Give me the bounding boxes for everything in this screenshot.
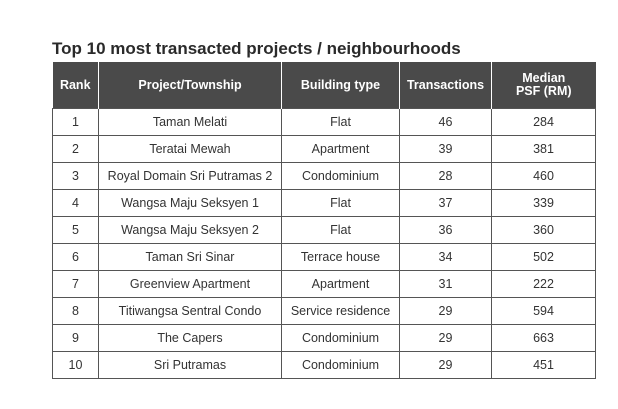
cell-transactions: 46: [399, 108, 492, 136]
cell-transactions: 37: [399, 189, 492, 217]
cell-building-type: Terrace house: [281, 243, 400, 271]
cell-rank: 10: [52, 351, 99, 379]
column-header-median-psf: Median PSF (RM): [491, 62, 596, 109]
cell-building-type: Flat: [281, 216, 400, 244]
table-row: 6 Taman Sri Sinar Terrace house 34 502: [52, 243, 596, 271]
cell-project: Taman Melati: [98, 108, 282, 136]
cell-building-type: Apartment: [281, 270, 400, 298]
cell-rank: 6: [52, 243, 99, 271]
table-row: 1 Taman Melati Flat 46 284: [52, 108, 596, 136]
cell-rank: 1: [52, 108, 99, 136]
cell-median-psf: 451: [491, 351, 596, 379]
column-header-transactions: Transactions: [399, 62, 492, 109]
table-row: 3 Royal Domain Sri Putramas 2 Condominiu…: [52, 162, 596, 190]
header-row: Rank Project/Township Building type Tran…: [52, 62, 596, 109]
table-body: 1 Taman Melati Flat 46 284 2 Teratai Mew…: [52, 108, 596, 379]
cell-median-psf: 663: [491, 324, 596, 352]
column-header-building-type: Building type: [281, 62, 400, 109]
cell-rank: 9: [52, 324, 99, 352]
cell-median-psf: 460: [491, 162, 596, 190]
cell-transactions: 39: [399, 135, 492, 163]
cell-project: Teratai Mewah: [98, 135, 282, 163]
cell-building-type: Condominium: [281, 351, 400, 379]
cell-median-psf: 339: [491, 189, 596, 217]
cell-rank: 8: [52, 297, 99, 325]
cell-median-psf: 360: [491, 216, 596, 244]
table-row: 4 Wangsa Maju Seksyen 1 Flat 37 339: [52, 189, 596, 217]
cell-project: Wangsa Maju Seksyen 1: [98, 189, 282, 217]
transactions-table: Rank Project/Township Building type Tran…: [52, 62, 596, 379]
cell-median-psf: 502: [491, 243, 596, 271]
cell-rank: 2: [52, 135, 99, 163]
table-row: 5 Wangsa Maju Seksyen 2 Flat 36 360: [52, 216, 596, 244]
table-title: Top 10 most transacted projects / neighb…: [52, 39, 461, 58]
cell-project: Sri Putramas: [98, 351, 282, 379]
cell-building-type: Flat: [281, 108, 400, 136]
cell-transactions: 29: [399, 324, 492, 352]
cell-transactions: 34: [399, 243, 492, 271]
column-header-rank: Rank: [52, 62, 99, 109]
cell-project: The Capers: [98, 324, 282, 352]
cell-median-psf: 594: [491, 297, 596, 325]
cell-transactions: 31: [399, 270, 492, 298]
table-row: 9 The Capers Condominium 29 663: [52, 324, 596, 352]
cell-rank: 7: [52, 270, 99, 298]
cell-median-psf: 381: [491, 135, 596, 163]
cell-transactions: 28: [399, 162, 492, 190]
table-row: 7 Greenview Apartment Apartment 31 222: [52, 270, 596, 298]
cell-rank: 4: [52, 189, 99, 217]
column-header-project: Project/Township: [98, 62, 282, 109]
cell-project: Greenview Apartment: [98, 270, 282, 298]
cell-transactions: 36: [399, 216, 492, 244]
median-psf-header-label: Median PSF (RM): [515, 71, 572, 98]
cell-median-psf: 222: [491, 270, 596, 298]
cell-building-type: Condominium: [281, 162, 400, 190]
cell-building-type: Service residence: [281, 297, 400, 325]
cell-project: Taman Sri Sinar: [98, 243, 282, 271]
cell-project: Royal Domain Sri Putramas 2: [98, 162, 282, 190]
table-row: 2 Teratai Mewah Apartment 39 381: [52, 135, 596, 163]
table-header: Rank Project/Township Building type Tran…: [52, 62, 596, 109]
cell-building-type: Condominium: [281, 324, 400, 352]
cell-building-type: Apartment: [281, 135, 400, 163]
cell-rank: 3: [52, 162, 99, 190]
cell-project: Titiwangsa Sentral Condo: [98, 297, 282, 325]
table-row: 8 Titiwangsa Sentral Condo Service resid…: [52, 297, 596, 325]
cell-rank: 5: [52, 216, 99, 244]
cell-transactions: 29: [399, 351, 492, 379]
cell-median-psf: 284: [491, 108, 596, 136]
table-row: 10 Sri Putramas Condominium 29 451: [52, 351, 596, 379]
cell-project: Wangsa Maju Seksyen 2: [98, 216, 282, 244]
cell-transactions: 29: [399, 297, 492, 325]
cell-building-type: Flat: [281, 189, 400, 217]
